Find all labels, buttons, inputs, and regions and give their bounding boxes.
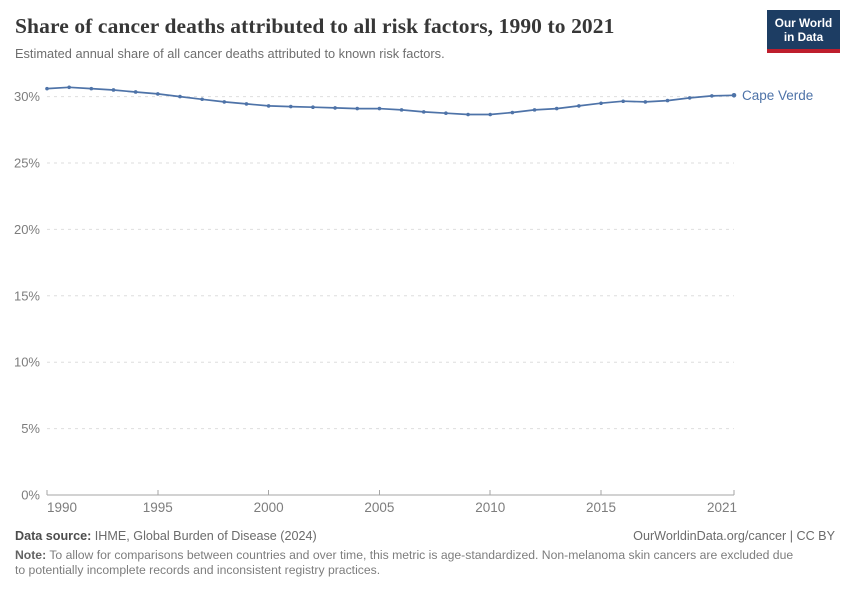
data-source: Data source: IHME, Global Burden of Dise… [15, 529, 317, 543]
footer-row: Data source: IHME, Global Burden of Dise… [15, 529, 835, 543]
data-point[interactable] [200, 97, 204, 102]
y-axis-label: 15% [14, 288, 40, 303]
data-point[interactable] [133, 90, 138, 94]
data-point[interactable] [466, 112, 470, 117]
data-point[interactable] [288, 104, 293, 109]
data-source-label: Data source: [15, 529, 92, 543]
y-axis-label: 0% [21, 488, 40, 503]
y-axis-label: 10% [14, 355, 40, 370]
x-axis-label: 1995 [143, 500, 173, 515]
chart-header: Share of cancer deaths attributed to all… [15, 14, 755, 61]
series-line[interactable] [46, 86, 735, 116]
chart-title: Share of cancer deaths attributed to all… [15, 14, 615, 38]
data-point[interactable] [444, 111, 448, 115]
data-point[interactable] [488, 112, 493, 117]
data-point[interactable] [45, 86, 49, 91]
owid-logo-line2: in Data [783, 30, 824, 45]
footer-note-label: Note: [15, 548, 47, 562]
data-point[interactable] [67, 85, 71, 90]
x-axis-label: 2005 [364, 500, 394, 515]
data-point[interactable] [89, 86, 94, 91]
chart-footer: Data source: IHME, Global Burden of Dise… [15, 529, 835, 579]
data-point[interactable] [665, 98, 670, 103]
data-point[interactable] [554, 106, 559, 111]
owid-logo-line1: Our World [774, 16, 833, 30]
data-point[interactable] [532, 108, 537, 112]
data-point[interactable] [244, 102, 249, 106]
data-point[interactable] [111, 88, 116, 92]
footer-note-value: To allow for comparisons between countri… [15, 548, 794, 578]
data-point[interactable] [377, 106, 382, 111]
y-axis-label: 5% [21, 421, 40, 436]
x-axis-label: 2010 [475, 500, 505, 515]
x-axis-label: 1990 [47, 500, 77, 515]
data-point[interactable] [731, 92, 737, 98]
y-axis-label: 30% [14, 89, 40, 104]
data-point[interactable] [311, 105, 315, 110]
data-point[interactable] [710, 94, 714, 98]
owid-logo: Our World in Data [767, 10, 840, 54]
chart-subtitle: Estimated annual share of all cancer dea… [15, 46, 445, 61]
data-point[interactable] [333, 106, 337, 110]
data-point[interactable] [399, 108, 404, 112]
data-point[interactable] [222, 100, 227, 104]
data-point[interactable] [266, 104, 271, 108]
data-point[interactable] [355, 106, 360, 111]
data-point[interactable] [156, 92, 160, 96]
data-point[interactable] [687, 96, 692, 100]
data-point[interactable] [599, 101, 603, 106]
x-axis-label: 2000 [254, 500, 284, 515]
data-source-value: IHME, Global Burden of Disease (2024) [94, 529, 317, 543]
entity-label: Cape Verde [742, 88, 813, 103]
footer-note: Note: To allow for comparisons between c… [15, 548, 797, 579]
data-point[interactable] [621, 99, 625, 104]
data-point[interactable] [643, 100, 648, 104]
line-chart[interactable]: 0% 5% 10% 15% 20% 25% 30% 1990 1995 2000 2005 2010 2… [0, 0, 850, 525]
data-point[interactable] [421, 110, 426, 114]
data-point[interactable] [178, 94, 182, 99]
y-axis-label: 25% [14, 156, 40, 171]
data-point[interactable] [577, 104, 581, 108]
license-link[interactable]: OurWorldinData.org/cancer | CC BY [633, 529, 835, 543]
x-axis-label: 2021 [707, 500, 737, 515]
y-axis-label: 20% [14, 222, 40, 237]
x-axis-label: 2015 [586, 500, 616, 515]
data-point[interactable] [510, 110, 515, 115]
